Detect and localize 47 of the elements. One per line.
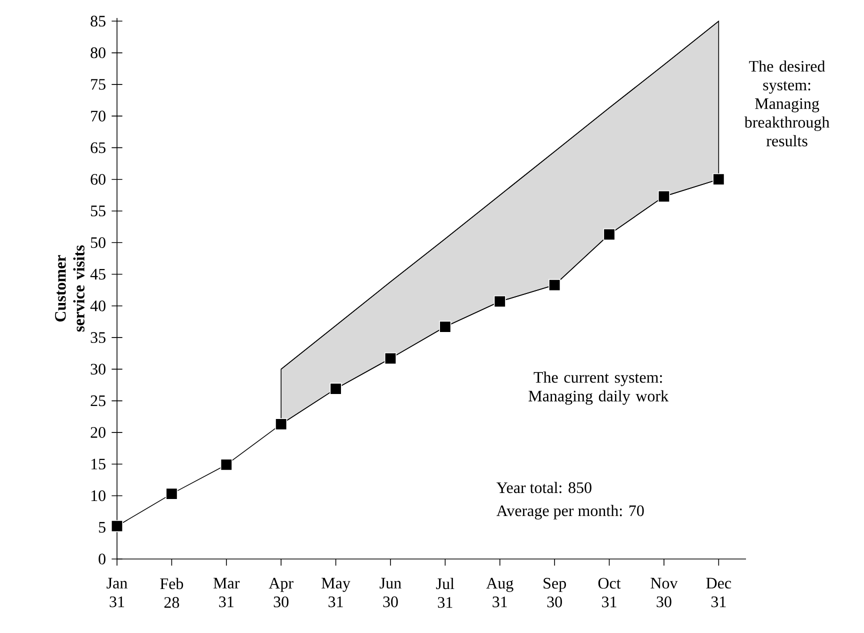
point xyxy=(712,173,725,186)
point xyxy=(494,295,506,308)
y-tick-label: 75 xyxy=(91,79,106,90)
x-tick-label: Nov 30 xyxy=(650,578,678,608)
annotation: The current system: Managing daily work xyxy=(528,372,669,405)
annotation: Year total: 850 xyxy=(496,482,592,494)
y-tick-label: 5 xyxy=(98,522,106,533)
x-tick-label: Jan 31 xyxy=(106,578,128,608)
point xyxy=(166,488,178,500)
y-tick-label: 60 xyxy=(90,174,106,185)
y-tick-label: 15 xyxy=(91,458,106,470)
y-tick-label: 80 xyxy=(90,47,106,58)
y-tick-label: 50 xyxy=(90,237,106,248)
point xyxy=(384,352,396,364)
annotation: Average per month: 70 xyxy=(496,504,644,520)
y-tick-label: 30 xyxy=(90,364,106,375)
y-tick-label: 85 xyxy=(90,16,106,27)
x-tick-label: Mar 31 xyxy=(214,578,240,608)
point xyxy=(548,279,561,292)
x-tick-label: Feb 28 xyxy=(160,578,184,608)
point xyxy=(330,382,342,395)
x-tick-label: Sep 30 xyxy=(544,578,566,608)
x-tick-label: May 31 xyxy=(322,578,350,608)
point xyxy=(603,228,616,240)
y-tick-label: 45 xyxy=(90,268,106,280)
y-axis-title: Customer service visits xyxy=(55,245,84,332)
x-tick-label: Jul 31 xyxy=(436,578,454,608)
y-tick-label: 25 xyxy=(90,395,106,406)
y-tick-label: 0 xyxy=(98,554,106,564)
point xyxy=(220,458,232,471)
y-tick-label: 35 xyxy=(90,332,106,343)
point xyxy=(439,320,452,333)
annotation: The desired system: Managing breakthrough results xyxy=(744,60,830,146)
y-tick-label: 10 xyxy=(91,490,106,502)
y-tick-label: 65 xyxy=(90,142,106,154)
y-tick-label: 20 xyxy=(90,427,106,438)
y-tick-label: 40 xyxy=(90,300,106,312)
x-tick-label: Aug 31 xyxy=(486,578,514,608)
y-tick-label: 55 xyxy=(90,206,106,216)
x-tick-label: Oct 31 xyxy=(598,578,621,608)
point xyxy=(275,418,288,430)
x-tick-label: Dec 31 xyxy=(706,578,732,608)
y-tick-label: 70 xyxy=(91,110,106,122)
point xyxy=(111,520,123,532)
x-tick-label: Apr 30 xyxy=(268,578,294,608)
x-tick-label: Jun 30 xyxy=(380,578,402,608)
point xyxy=(658,190,670,202)
